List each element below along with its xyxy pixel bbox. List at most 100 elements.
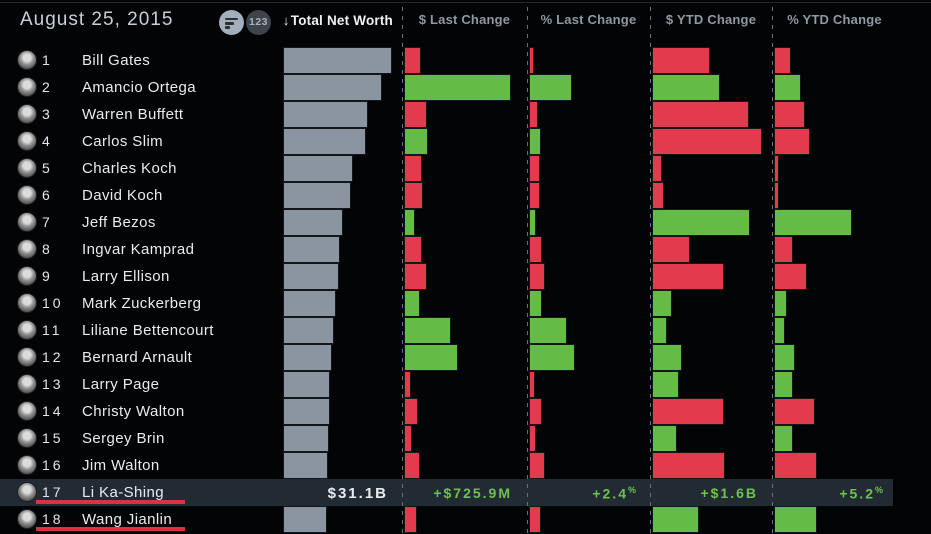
table-row[interactable]: 15 Sergey Brin — [0, 425, 931, 452]
rank-label: 8 — [42, 241, 53, 257]
ytd-usd-change-value: +$1.6B — [700, 485, 758, 501]
table-row[interactable]: 14 Christy Walton — [0, 398, 931, 425]
ytd-pct-change-bar — [774, 263, 807, 290]
person-name[interactable]: Amancio Ortega — [82, 79, 196, 96]
sort-total-net-worth[interactable]: ↓Total Net Worth — [260, 13, 393, 28]
rank-label: 15 — [42, 430, 64, 446]
last-usd-change-value: +$725.9M — [433, 485, 512, 501]
ytd-pct-change-value: +5.2% — [839, 485, 884, 502]
table-row[interactable]: 13 Larry Page — [0, 371, 931, 398]
table-row[interactable]: 17 Li Ka-Shing $31.1B +$725.9M +2.4% +$1… — [0, 479, 931, 506]
net-worth-bar — [283, 344, 332, 371]
last-pct-change-bar — [529, 263, 545, 290]
table-row[interactable]: 10 Mark Zuckerberg — [0, 290, 931, 317]
column-header-last-pct-change[interactable]: % Last Change — [540, 12, 637, 27]
net-worth-bar — [283, 182, 351, 209]
avatar — [17, 482, 37, 502]
person-name[interactable]: Warren Buffett — [82, 106, 184, 123]
last-usd-change-bar — [404, 398, 418, 425]
ranking-table: 1 Bill Gates 2 Amancio Ortega 3 Warren B… — [0, 47, 931, 533]
person-name[interactable]: Larry Ellison — [82, 268, 170, 285]
avatar — [17, 509, 37, 529]
rank-label: 2 — [42, 79, 53, 95]
table-row[interactable]: 9 Larry Ellison — [0, 263, 931, 290]
ytd-pct-change-bar — [774, 317, 785, 344]
avatar — [17, 266, 37, 286]
person-name[interactable]: Ingvar Kamprad — [82, 241, 195, 258]
last-pct-change-bar — [529, 209, 536, 236]
last-usd-change-bar — [404, 263, 427, 290]
table-row[interactable]: 3 Warren Buffett — [0, 101, 931, 128]
ytd-usd-change-bar — [652, 344, 682, 371]
person-name[interactable]: Larry Page — [82, 376, 160, 393]
top-divider — [0, 2, 931, 3]
avatar — [17, 320, 37, 340]
net-worth-bar — [283, 371, 330, 398]
table-row[interactable]: 16 Jim Walton — [0, 452, 931, 479]
avatar — [17, 104, 37, 124]
table-row[interactable]: 4 Carlos Slim — [0, 128, 931, 155]
column-header-ytd-pct-change[interactable]: % YTD Change — [787, 12, 882, 27]
net-worth-bar — [283, 236, 340, 263]
column-header-last-usd-change[interactable]: $ Last Change — [418, 12, 511, 27]
number-view-toggle[interactable]: 123 — [246, 10, 271, 35]
last-usd-change-bar — [404, 344, 458, 371]
last-pct-change-bar — [529, 317, 567, 344]
avatar — [17, 50, 37, 70]
table-row[interactable]: 1 Bill Gates — [0, 47, 931, 74]
table-row[interactable]: 7 Jeff Bezos — [0, 209, 931, 236]
ytd-usd-change-bar — [652, 155, 662, 182]
person-name[interactable]: Liliane Bettencourt — [82, 322, 214, 339]
ytd-pct-change-bar — [774, 452, 817, 479]
last-pct-change-bar — [529, 452, 545, 479]
last-pct-change-bar — [529, 425, 536, 452]
last-usd-change-bar — [404, 47, 421, 74]
table-row[interactable]: 5 Charles Koch — [0, 155, 931, 182]
person-name[interactable]: Mark Zuckerberg — [82, 295, 202, 312]
person-name[interactable]: David Koch — [82, 187, 163, 204]
column-divider — [772, 7, 773, 534]
avatar — [17, 374, 37, 394]
person-name[interactable]: Jeff Bezos — [82, 214, 156, 231]
person-name[interactable]: Charles Koch — [82, 160, 177, 177]
ytd-pct-change-bar — [774, 155, 779, 182]
chart-view-toggle[interactable] — [219, 10, 244, 35]
table-row[interactable]: 12 Bernard Arnault — [0, 344, 931, 371]
person-name[interactable]: Jim Walton — [82, 457, 160, 474]
avatar — [17, 401, 37, 421]
column-header-ytd-usd-change[interactable]: $ YTD Change — [665, 12, 757, 27]
net-worth-bar — [283, 128, 366, 155]
person-name[interactable]: Li Ka-Shing — [82, 484, 164, 501]
last-usd-change-bar — [404, 209, 415, 236]
person-name[interactable]: Bill Gates — [82, 52, 151, 69]
person-name[interactable]: Sergey Brin — [82, 430, 165, 447]
date-label: August 25, 2015 — [20, 9, 174, 30]
last-pct-change-bar — [529, 74, 572, 101]
person-name[interactable]: Bernard Arnault — [82, 349, 193, 366]
table-row[interactable]: 18 Wang Jianlin — [0, 506, 931, 533]
last-pct-change-bar — [529, 398, 542, 425]
rank-label: 5 — [42, 160, 53, 176]
rank-label: 17 — [42, 484, 64, 500]
rank-label: 13 — [42, 376, 64, 392]
table-row[interactable]: 6 David Koch — [0, 182, 931, 209]
net-worth-bar — [283, 74, 382, 101]
last-pct-change-bar — [529, 47, 534, 74]
person-name[interactable]: Carlos Slim — [82, 133, 164, 150]
sort-label: Total Net Worth — [290, 13, 393, 28]
person-name[interactable]: Christy Walton — [82, 403, 185, 420]
ytd-usd-change-bar — [652, 47, 710, 74]
net-worth-bar — [283, 425, 329, 452]
person-name[interactable]: Wang Jianlin — [82, 511, 173, 528]
table-row[interactable]: 2 Amancio Ortega — [0, 74, 931, 101]
ytd-pct-change-bar — [774, 74, 801, 101]
ytd-usd-change-bar — [652, 452, 725, 479]
avatar — [17, 185, 37, 205]
net-worth-bar — [283, 263, 339, 290]
last-pct-change-value: +2.4% — [592, 485, 637, 502]
net-worth-bar — [283, 506, 327, 533]
ytd-usd-change-bar — [652, 398, 724, 425]
table-row[interactable]: 11 Liliane Bettencourt — [0, 317, 931, 344]
table-row[interactable]: 8 Ingvar Kamprad — [0, 236, 931, 263]
avatar — [17, 131, 37, 151]
